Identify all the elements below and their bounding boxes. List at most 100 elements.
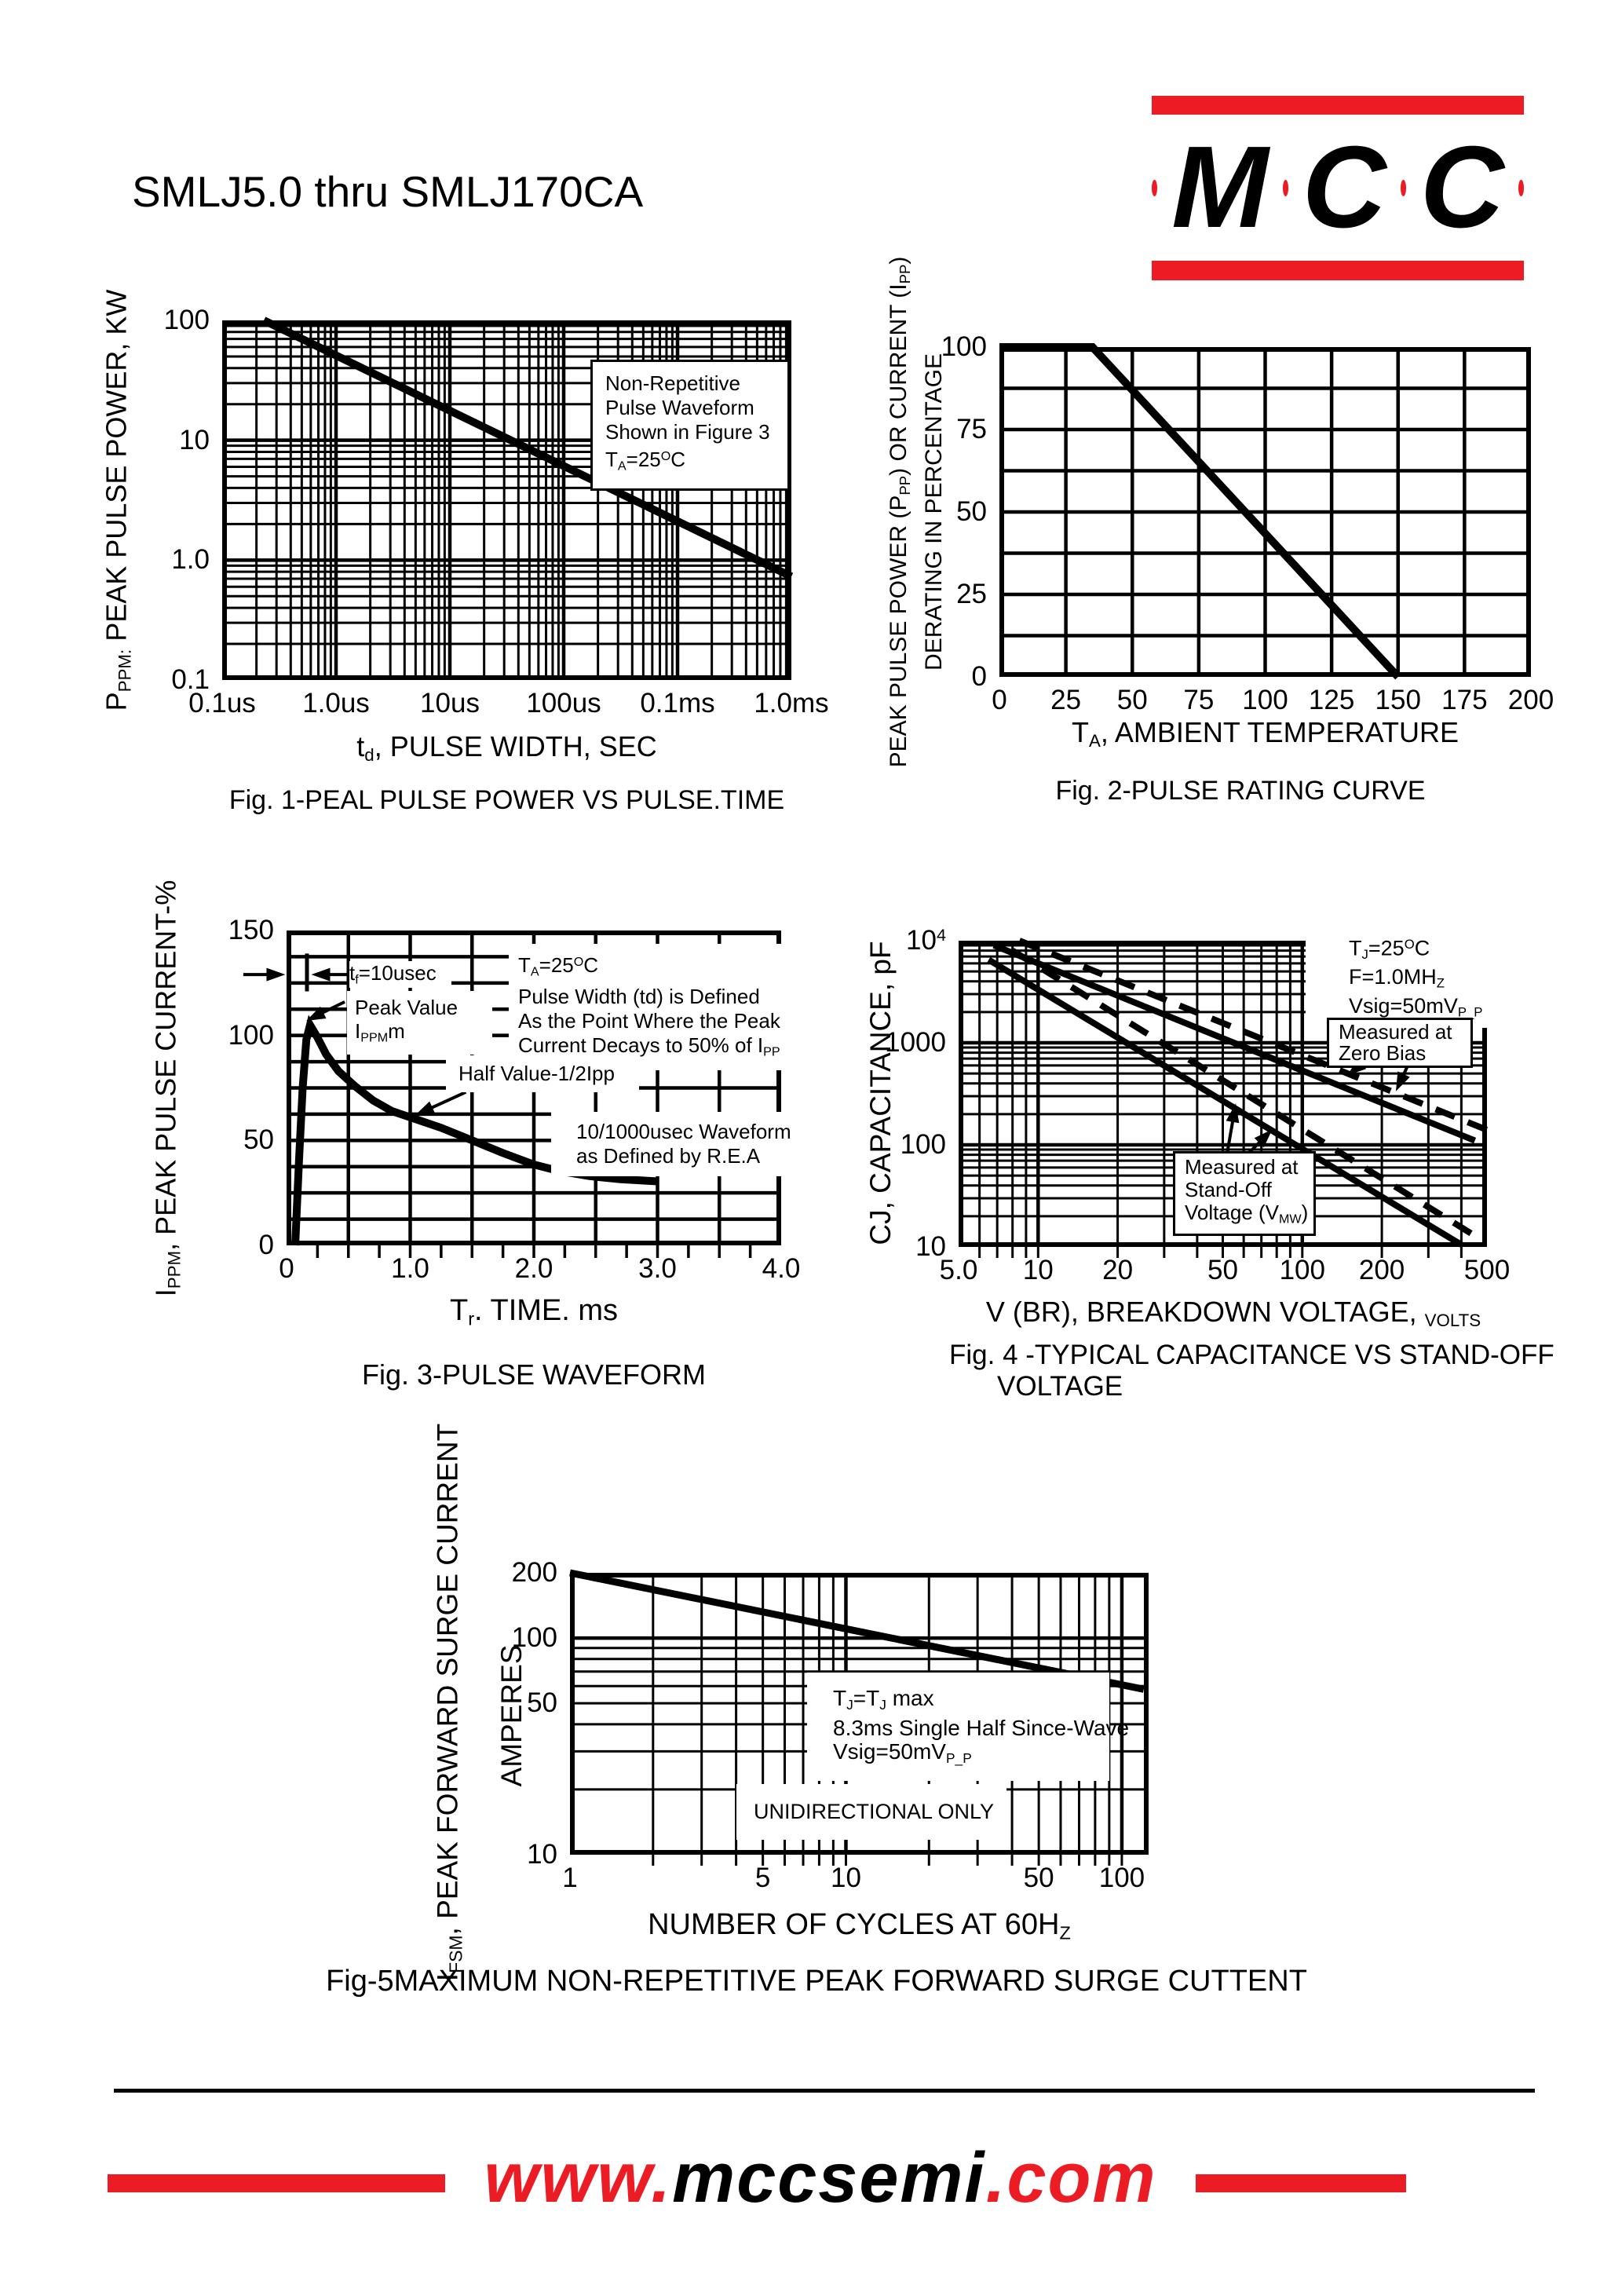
fig4-y-tick: 1000 <box>885 1027 946 1058</box>
fig2-y-tick: 100 <box>941 331 987 362</box>
fig5-y-tick: 100 <box>511 1622 557 1654</box>
fig2-y-tick: 50 <box>956 496 987 527</box>
logo-letters-row: M C C <box>1152 115 1525 261</box>
fig1-note-line: TA=25OC <box>605 448 686 473</box>
mcc-logo: M C C <box>1152 96 1525 280</box>
fig5-x-tick: 50 <box>1023 1863 1054 1893</box>
fig4-y-tick: 100 <box>900 1129 946 1160</box>
fig4-standoff-line: Voltage (VMW) <box>1185 1201 1309 1227</box>
fig3-y-tick: 150 <box>228 915 274 945</box>
fig5-x-tick: 1 <box>562 1863 578 1893</box>
fig1-note-line: Non-Repetitive <box>605 371 740 395</box>
fig3-x-tick: 2.0 <box>514 1253 553 1284</box>
fig3-cond-line: Current Decays to 50% of IPP <box>518 1033 780 1059</box>
fig2-y-tick: 0 <box>971 661 987 692</box>
fig4-caption-line1: Fig. 4 -TYPICAL CAPACITANCE VS STAND-OFF <box>949 1340 1554 1370</box>
series-capacitance-zero-bias-upper <box>992 942 1477 1144</box>
logo-dot-icon <box>1282 179 1288 196</box>
fig4-x-tick: 5.0 <box>939 1255 978 1285</box>
fig5-y-tick: 10 <box>527 1839 557 1870</box>
fig1-y-tick: 100 <box>163 305 210 335</box>
fig3-rea-line: 10/1000usec Waveform <box>576 1120 791 1143</box>
fig5-y-tick: 50 <box>527 1687 557 1719</box>
fig1-x-tick: 1.0ms <box>754 688 829 718</box>
fig1-x-axis-label: td, PULSE WIDTH, SEC <box>356 730 657 766</box>
logo-dot-icon <box>1400 179 1406 196</box>
fig5-y-tick: 200 <box>511 1557 557 1588</box>
fig1-x-tick: 0.1ms <box>640 688 715 718</box>
fig4-x-tick: 200 <box>1358 1255 1405 1285</box>
fig2-x-tick: 150 <box>1375 685 1421 715</box>
fig5-x-axis-label: NUMBER OF CYCLES AT 60HZ <box>648 1908 1071 1943</box>
fig3-y-tick: 100 <box>228 1019 274 1051</box>
series-surge-current-amps <box>569 1569 1145 1693</box>
fig1-note-line: Shown in Figure 3 <box>605 420 770 444</box>
fig4-conditions-note: TJ=25OC F=1.0MHZ Vsig=50mVP_P <box>1306 929 1528 1029</box>
footer-right-bar <box>1196 2174 1406 2192</box>
logo-letter-c2: C <box>1419 122 1504 252</box>
fig5-conditions-note: TJ=TJ max 8.3ms Single Half Since-Wave V… <box>807 1673 1129 1781</box>
fig3-conditions-note: TA=25OC Pulse Width (td) is Defined As t… <box>509 944 792 1071</box>
fig2-x-tick: 175 <box>1441 685 1488 715</box>
fig4-x-axis-label: V (BR), BREAKDOWN VOLTAGE, VOLTS <box>985 1296 1481 1331</box>
fig2-x-tick: 125 <box>1308 685 1355 715</box>
fig3-y-tick: 50 <box>243 1124 274 1156</box>
logo-letter-m: M <box>1171 122 1269 252</box>
fig3-peak-line: Peak Value <box>355 996 458 1019</box>
fig2-x-tick: 200 <box>1507 685 1554 715</box>
logo-letter-c1: C <box>1302 122 1386 252</box>
logo-top-bar <box>1152 96 1524 115</box>
fig4-zero-line: Zero Bias <box>1339 1041 1427 1065</box>
fig4-x-tick: 100 <box>1279 1255 1325 1285</box>
fig2-y-tick: 25 <box>956 579 987 609</box>
fig4-standoff-line: Measured at <box>1185 1155 1299 1179</box>
fig2-x-tick: 100 <box>1242 685 1288 715</box>
fig3-half-value-note: Half Value-1/2Ipp <box>446 1055 639 1092</box>
series-capacitance-standoff-lower <box>987 956 1463 1248</box>
fig4-x-tick: 500 <box>1463 1255 1511 1285</box>
fig3-y-tick: 0 <box>258 1230 274 1260</box>
fig1-y-tick: 1.0 <box>171 544 210 576</box>
fig5-cond-line: Vsig=50mVP_P <box>833 1738 972 1766</box>
fig4-standoff-line: Stand-Off <box>1185 1178 1272 1201</box>
fig5-unidirectional-note: UNIDIRECTIONAL ONLY <box>736 1784 1006 1840</box>
fig2-x-axis-label: TA, AMBIENT TEMPERATURE <box>1072 716 1459 751</box>
fig2-y-axis-label-line1: PEAK PULSE POWER (PPP) OR CURRENT (IPP) <box>885 256 914 768</box>
series-capacitance-dashed-lower <box>1010 948 1482 1242</box>
fig5-x-tick: 5 <box>754 1863 771 1893</box>
fig1-note-line: Pulse Waveform <box>605 396 754 419</box>
fig4-zero-line: Measured at <box>1339 1020 1452 1044</box>
fig4-cond-line: F=1.0MHZ <box>1349 965 1445 991</box>
fig2-x-tick: 25 <box>1050 685 1082 715</box>
fig1-x-tick: 10us <box>420 688 480 718</box>
footer-left-bar <box>108 2174 445 2192</box>
fig3-cond-line: As the Point Where the Peak <box>518 1008 780 1033</box>
fig4-y-axis-label: CJ, CAPACITANCE, pF <box>864 941 897 1245</box>
series-capacitance-dashed-upper <box>1017 938 1489 1133</box>
footer-divider <box>114 2089 1535 2093</box>
footer-url-domain: mccsemi <box>672 2139 986 2217</box>
fig2-y-axis-label-line2: DERATING IN PERCENTAGE <box>921 353 947 671</box>
logo-dot-icon <box>1152 179 1158 196</box>
fig1-x-tick: 1.0us <box>302 688 370 718</box>
fig2-x-tick: 0 <box>992 685 1007 715</box>
footer-url: www.mccsemi.com <box>445 2138 1196 2219</box>
fig4-zero-bias-note: Measured at Zero Bias <box>1327 1018 1473 1068</box>
fig1-y-tick: 10 <box>179 424 210 455</box>
fig4-x-tick: 50 <box>1207 1255 1238 1285</box>
page-title: SMLJ5.0 thru SMLJ170CA <box>132 167 644 216</box>
fig3-tf-note: tf=10usec <box>349 961 451 988</box>
fig3-x-tick: 0 <box>279 1253 294 1284</box>
fig3-x-tick: 3.0 <box>638 1253 677 1284</box>
fig1-plot <box>222 316 794 680</box>
fig3-peak-note: Peak Value IPPMm <box>347 991 492 1055</box>
fig4-x-tick: 10 <box>1022 1255 1054 1285</box>
fig3-peak-line: IPPMm <box>355 1019 405 1045</box>
fig2-x-tick: 75 <box>1183 685 1215 715</box>
fig2-y-tick: 75 <box>956 414 987 444</box>
fig3-cond-line: Pulse Width (td) is Defined <box>518 984 760 1008</box>
fig5-cond-line: TJ=TJ max <box>833 1686 934 1713</box>
fig4-standoff-note: Measured at Stand-Off Voltage (VMW) <box>1173 1151 1316 1236</box>
fig2-x-tick: 50 <box>1116 685 1148 715</box>
fig4-cond-line: Vsig=50mVP_P <box>1349 993 1483 1020</box>
